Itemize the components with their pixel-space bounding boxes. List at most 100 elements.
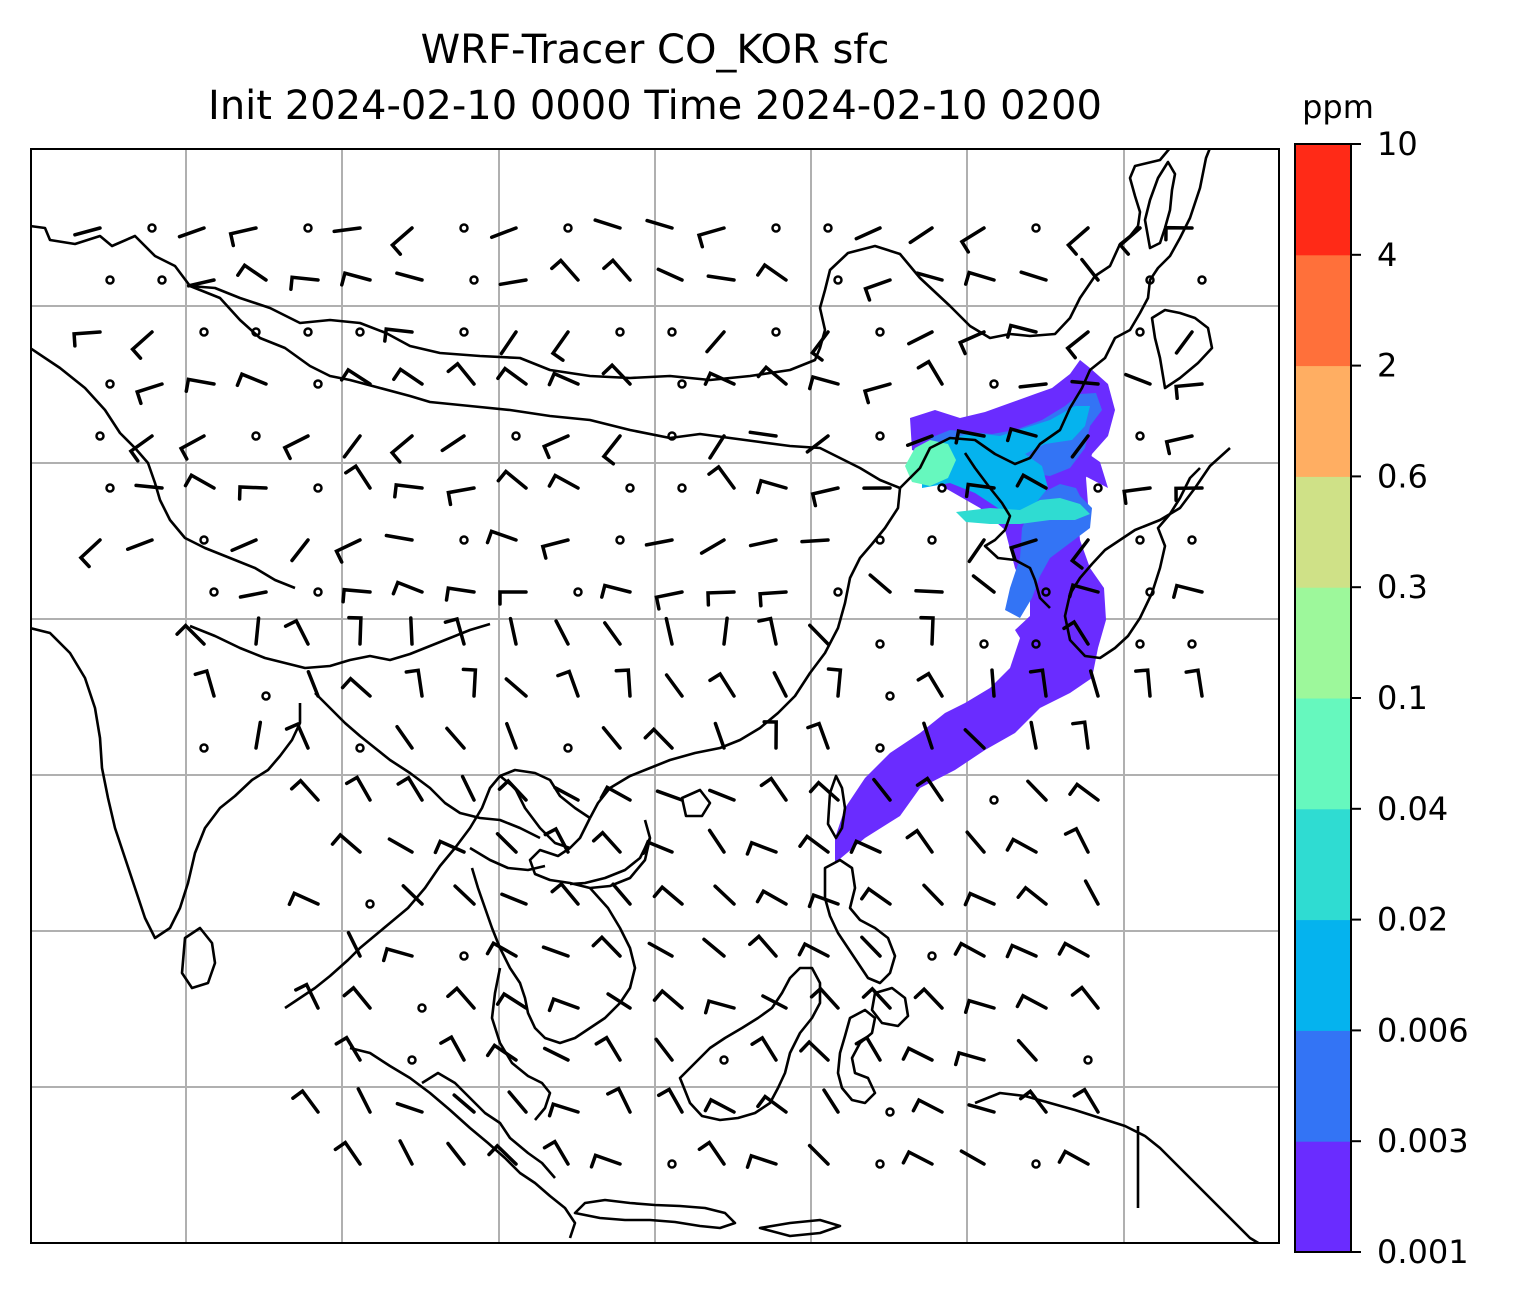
- wind-barb-icon: [745, 840, 778, 856]
- graticule: [30, 148, 1280, 1244]
- calm-circle-icon: [667, 431, 677, 441]
- wind-barb-icon: [761, 994, 788, 1010]
- wind-barb-icon: [404, 668, 424, 698]
- wind-barb-icon: [808, 623, 830, 646]
- calm-circle-icon: [875, 1159, 885, 1169]
- wind-barb-icon: [759, 776, 788, 802]
- colorbar-tick-label: 0.3: [1377, 568, 1428, 606]
- calm-circle-icon: [667, 327, 677, 337]
- wind-barb-icon: [967, 538, 986, 564]
- wind-barb-icon: [1184, 668, 1204, 698]
- wind-barb-icon: [344, 775, 372, 802]
- map-title-line2: Init 2024-02-10 0000 Time 2024-02-10 020…: [208, 83, 1102, 129]
- wind-barb-icon: [389, 434, 414, 464]
- calm-circle-icon: [885, 691, 895, 701]
- wind-barb-icon: [963, 270, 996, 286]
- wind-barb-icon: [334, 538, 362, 564]
- wind-barb-icon: [393, 482, 424, 499]
- colorbar-segment: [1295, 476, 1351, 588]
- calm-circle-icon: [199, 535, 209, 545]
- calm-circle-icon: [1093, 483, 1103, 493]
- wind-barb-icon: [703, 370, 736, 386]
- wind-barb-icon: [745, 1153, 778, 1169]
- wind-barb-icon: [806, 721, 830, 750]
- wind-barb-icon: [332, 226, 362, 234]
- wind-barb-icon: [907, 330, 934, 346]
- calm-circle-icon: [105, 483, 115, 493]
- wind-barb-icon: [697, 1140, 726, 1166]
- calm-circle-icon: [615, 535, 625, 545]
- wind-barb-icon: [957, 330, 986, 356]
- wind-barb-icon: [1164, 434, 1194, 456]
- wind-barb-icon: [446, 1141, 466, 1166]
- wind-barb-icon: [237, 485, 268, 501]
- calm-circle-icon: [355, 327, 365, 337]
- wind-barb-icon: [963, 891, 996, 907]
- calm-circle-icon: [511, 431, 521, 441]
- wind-barb-icon: [497, 778, 528, 802]
- wind-barb-icon: [699, 538, 726, 555]
- calm-circle-icon: [1145, 275, 1155, 285]
- wind-barb-icon: [606, 992, 632, 1010]
- wind-barb-icon: [589, 1153, 622, 1169]
- wind-barb-icon: [603, 621, 622, 646]
- coastline-sumatra-west: [421, 1071, 556, 1179]
- calm-circle-icon: [833, 275, 843, 285]
- wind-barb-icon: [1057, 941, 1090, 958]
- calm-circle-icon: [875, 743, 885, 753]
- wind-barb-icon: [599, 785, 632, 802]
- calm-circle-icon: [157, 275, 167, 285]
- wind-barb-icon: [342, 985, 372, 1010]
- wind-barb-icon: [485, 529, 518, 545]
- coastline-indochina-east: [470, 867, 637, 1045]
- wind-barb-icon: [341, 587, 372, 604]
- colorbar-tick-label: 0.6: [1377, 457, 1428, 495]
- wind-barb-icon: [1071, 720, 1090, 750]
- wind-barb-icon: [540, 538, 570, 560]
- wind-barb-icon: [1005, 426, 1038, 443]
- wind-barb-icon: [808, 780, 840, 802]
- wind-barb-icon: [915, 271, 944, 282]
- coastline-philippines: [823, 858, 897, 985]
- wind-barb-icon: [644, 538, 674, 547]
- calm-circle-icon: [199, 743, 209, 753]
- calm-circle-icon: [625, 483, 635, 493]
- calm-circle-icon: [1041, 587, 1051, 597]
- colorbar-segment: [1295, 1141, 1351, 1253]
- colorbar-segments: [1295, 144, 1351, 1253]
- coastline-timor: [758, 1218, 842, 1238]
- calm-circle-icon: [927, 535, 937, 545]
- calm-circle-icon: [251, 431, 261, 441]
- wind-barb-icon: [130, 330, 154, 360]
- wind-barb-icon: [496, 469, 528, 490]
- wind-barb-icon: [504, 677, 528, 698]
- wind-barb-icon: [1057, 1149, 1090, 1166]
- wind-barb-icon: [911, 1097, 944, 1114]
- wind-barb-icon: [550, 258, 580, 282]
- wind-barb-icon: [861, 986, 892, 1010]
- wind-barb-icon: [440, 434, 466, 453]
- wind-barb-icon: [1009, 538, 1038, 561]
- colorbar-segment: [1295, 365, 1351, 477]
- wind-barb-icon: [762, 720, 778, 750]
- calm-circle-icon: [1135, 431, 1145, 441]
- wind-barb-icon: [446, 486, 476, 507]
- wind-barb-icon: [289, 275, 320, 291]
- wind-barb-icon: [652, 884, 684, 906]
- wind-barb-icon: [922, 721, 934, 750]
- wind-barb-icon: [547, 1102, 580, 1118]
- calm-circle-icon: [677, 483, 687, 493]
- calm-circle-icon: [875, 431, 885, 441]
- plume-peak: [905, 440, 956, 486]
- calm-circle-icon: [1083, 1055, 1093, 1065]
- wind-barb-icon: [1068, 782, 1100, 802]
- coastline-mongolia-border: [189, 284, 901, 490]
- wind-barb-icon: [1122, 486, 1152, 506]
- wind-barb-icon: [134, 483, 164, 490]
- wind-barb-icon: [347, 615, 363, 646]
- wind-barb-icon: [1088, 669, 1100, 698]
- calm-circle-icon: [1031, 1159, 1041, 1169]
- wind-barb-icon: [78, 538, 102, 569]
- colorbar: ppm 0.001 0.003 0.006 0.02 0.04 0.1 0.3 0.6 2 4 10: [1294, 88, 1469, 1271]
- coastline-taiwan: [826, 774, 847, 840]
